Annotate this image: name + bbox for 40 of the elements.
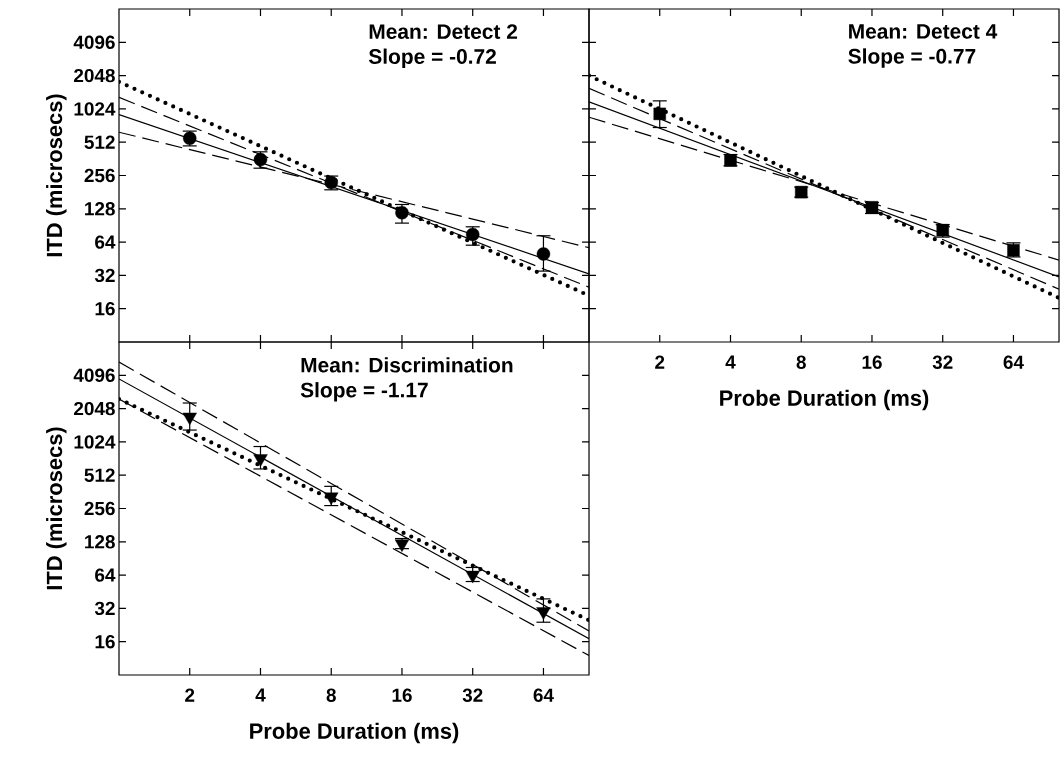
- y-tick-label: 256: [84, 501, 115, 516]
- x-tick-label: 8: [796, 355, 806, 369]
- annotation: Slope = -0.72: [368, 48, 496, 69]
- x-axis-title: Probe Duration (ms): [720, 389, 929, 411]
- y-tick-label: 256: [84, 168, 115, 183]
- x-tick-label: 4: [725, 355, 736, 369]
- x-tick-label: 64: [1003, 355, 1024, 369]
- annotation: Mean: Detect 2: [369, 24, 518, 39]
- x-tick-label: 32: [932, 355, 953, 369]
- y-tick-label: 64: [95, 235, 116, 249]
- annotation: Slope = -0.77: [848, 48, 976, 68]
- y-tick-label: 128: [85, 535, 115, 549]
- y-tick-label: 32: [94, 601, 115, 616]
- x-tick-label: 64: [533, 688, 554, 702]
- annotation: Mean: Discrimination: [301, 357, 513, 373]
- x-axis-title: Probe Duration (ms): [250, 722, 459, 744]
- annotation: Mean: Detect 4: [849, 24, 998, 39]
- y-tick-label: 64: [95, 568, 116, 582]
- y-tick-label: 2048: [74, 401, 115, 416]
- y-axis-title: ITD (microsecs): [46, 94, 67, 257]
- y-tick-label: 128: [85, 202, 115, 216]
- y-tick-label: 1024: [74, 102, 116, 116]
- x-tick-label: 4: [255, 688, 266, 702]
- x-tick-label: 32: [462, 688, 483, 702]
- y-tick-label: 32: [94, 268, 115, 283]
- y-tick-label: 4096: [73, 35, 115, 49]
- annotation: Slope = -1.17: [300, 382, 428, 402]
- x-tick-label: 2: [655, 355, 665, 369]
- y-tick-label: 4096: [73, 368, 115, 382]
- x-tick-label: 16: [392, 688, 412, 702]
- y-tick-label: 16: [95, 635, 115, 649]
- x-tick-label: 16: [862, 355, 882, 369]
- x-tick-label: 8: [326, 688, 336, 702]
- y-tick-label: 512: [84, 135, 115, 149]
- y-axis-title: ITD (microsecs): [46, 427, 67, 590]
- y-tick-label: 512: [84, 468, 115, 482]
- y-tick-label: 1024: [74, 435, 116, 449]
- y-tick-label: 2048: [74, 68, 115, 83]
- y-tick-label: 16: [95, 301, 115, 316]
- x-tick-label: 2: [185, 688, 195, 702]
